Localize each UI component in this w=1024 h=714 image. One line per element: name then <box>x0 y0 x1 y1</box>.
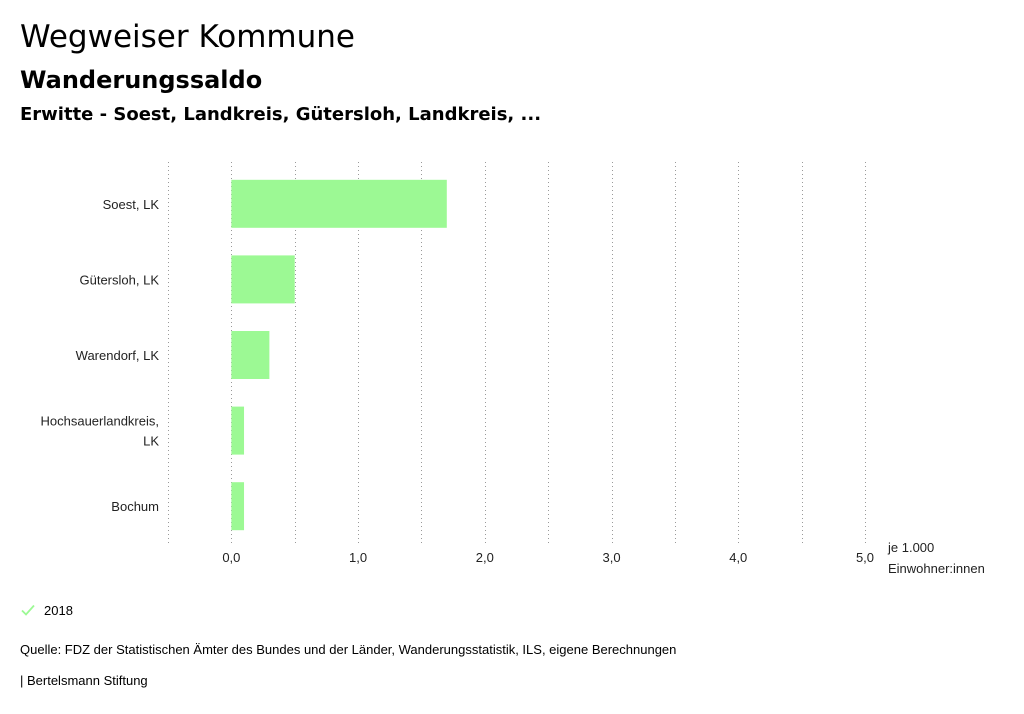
x-unit-label: je 1.000 Einwohner:innen <box>887 540 985 576</box>
bar-chart: Soest, LK Gütersloh, LK Warendorf, LK Hochs… <box>40 162 985 576</box>
bars <box>231 179 447 531</box>
category-label: Warendorf, LK <box>76 348 160 363</box>
region-selection[interactable]: Erwitte - Soest, Landkreis, Gütersloh, L… <box>20 104 542 125</box>
category-label: Soest, LK <box>103 197 160 212</box>
x-tick-label: 0,0 <box>222 550 240 565</box>
legend[interactable]: 2018 <box>20 602 73 618</box>
footer-credit: | Bertelsmann Stiftung <box>20 673 148 688</box>
x-unit-text: je 1.000 <box>887 540 934 555</box>
category-label: Hochsauerlandkreis, <box>40 414 159 429</box>
legend-label: 2018 <box>44 602 73 618</box>
bar <box>231 255 295 304</box>
category-label: LK <box>143 434 159 449</box>
x-unit-text: Einwohner:innen <box>888 561 985 576</box>
category-labels: Soest, LK Gütersloh, LK Warendorf, LK Hochs… <box>40 197 159 514</box>
page-title: Wegweiser Kommune <box>20 19 355 55</box>
source-note: Quelle: FDZ der Statistischen Ämter des … <box>20 642 677 657</box>
x-tick-label: 2,0 <box>476 550 494 565</box>
category-label: Gütersloh, LK <box>80 272 160 287</box>
x-tick-label: 5,0 <box>856 550 874 565</box>
bar <box>231 482 245 531</box>
check-icon <box>21 604 35 616</box>
category-label: Bochum <box>111 499 159 514</box>
bar <box>231 331 270 379</box>
x-tick-label: 4,0 <box>729 550 747 565</box>
chart-subtitle: Wanderungssaldo <box>20 66 263 94</box>
bar <box>231 179 447 228</box>
x-tick-label: 3,0 <box>603 550 621 565</box>
bar <box>231 406 245 455</box>
x-tick-label: 1,0 <box>349 550 367 565</box>
x-tick-labels: 0,0 1,0 2,0 3,0 4,0 5,0 <box>222 550 874 565</box>
